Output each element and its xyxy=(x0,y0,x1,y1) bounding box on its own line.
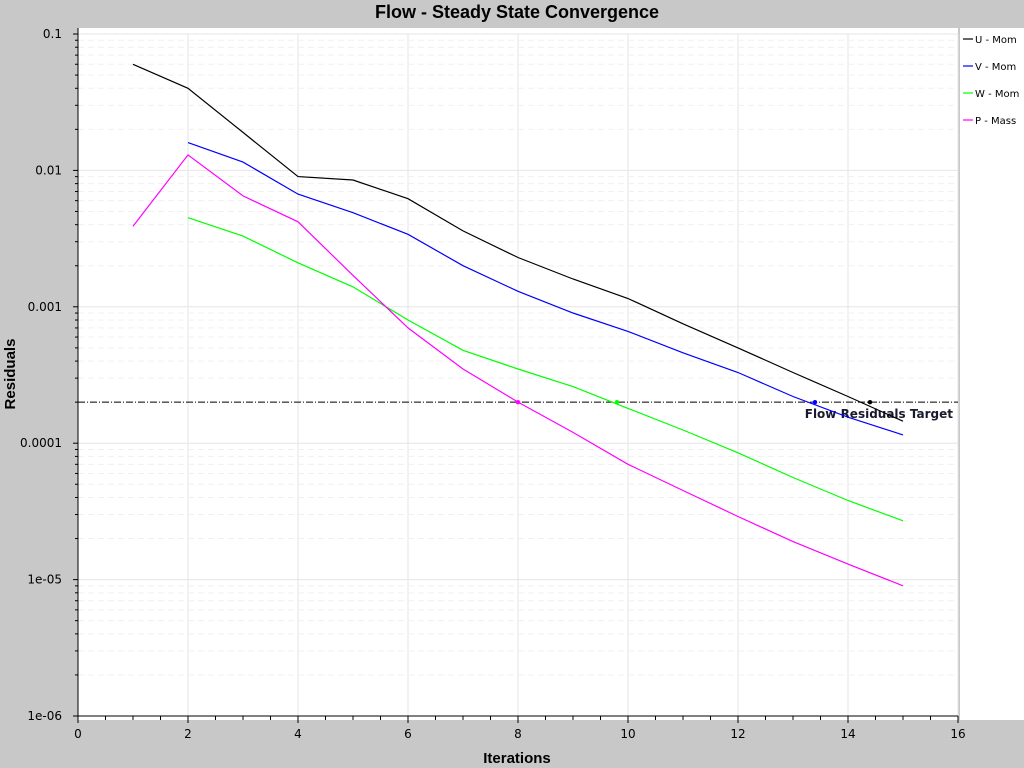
y-tick-label: 1e-05 xyxy=(27,573,62,587)
chart-title: Flow - Steady State Convergence xyxy=(375,2,659,22)
target-marker xyxy=(614,399,620,405)
series-layer xyxy=(132,63,904,587)
x-tick-label: 12 xyxy=(730,727,745,741)
x-axis-label: Iterations xyxy=(483,750,551,767)
y-tick-label: 0.1 xyxy=(43,27,62,41)
axes: 0 2 4 6 8 10 12 14 16 1e-06 1e-05 0.0001 0.001 0.01 0.… xyxy=(20,27,966,741)
legend-panel xyxy=(960,28,1024,720)
x-tick-label: 14 xyxy=(840,727,855,741)
legend-label: V - Mom xyxy=(975,62,1016,73)
legend-label: U - Mom xyxy=(975,35,1017,46)
x-tick-label: 2 xyxy=(184,727,192,741)
y-tick-label: 0.001 xyxy=(28,300,62,314)
x-tick-label: 4 xyxy=(294,727,302,741)
x-tick-label: 16 xyxy=(950,727,965,741)
target-label: Flow Residuals Target xyxy=(805,407,954,421)
x-tick-label: 8 xyxy=(514,727,522,741)
x-tick-label: 6 xyxy=(404,727,412,741)
legend: U - Mom V - Mom W - Mom P - Mass xyxy=(963,35,1019,127)
series-line-u-mom xyxy=(132,63,904,422)
series-line-v-mom xyxy=(187,142,904,436)
x-tick-label: 0 xyxy=(74,727,82,741)
target-marker xyxy=(867,399,873,405)
series-line-w-mom xyxy=(187,217,904,522)
target-marker xyxy=(515,399,521,405)
x-tick-label: 10 xyxy=(620,727,635,741)
y-tick-label: 0.01 xyxy=(35,163,62,177)
y-tick-label: 0.0001 xyxy=(20,436,62,450)
target-marker xyxy=(812,399,818,405)
target-layer: Flow Residuals Target xyxy=(78,401,958,421)
legend-label: P - Mass xyxy=(975,116,1016,127)
y-tick-label: 1e-06 xyxy=(27,709,62,723)
y-axis-label: Residuals xyxy=(2,339,19,410)
legend-label: W - Mom xyxy=(975,89,1019,100)
